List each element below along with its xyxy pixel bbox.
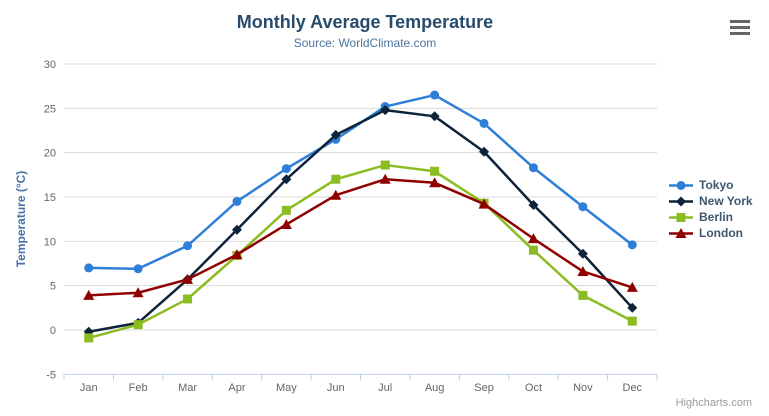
x-axis-label: Sep — [474, 382, 494, 394]
point-tokyo-May[interactable] — [281, 164, 291, 174]
point-new-york-May[interactable] — [281, 174, 292, 185]
point-berlin-Dec[interactable] — [627, 316, 637, 326]
point-berlin-Jul[interactable] — [380, 160, 390, 170]
legend-label: New York — [699, 194, 753, 208]
legend-marker-shape[interactable] — [676, 196, 686, 206]
point-london-Apr[interactable] — [231, 249, 243, 260]
point-new-york-Nov[interactable] — [577, 248, 588, 259]
x-axis-label: Jul — [378, 382, 392, 394]
point-berlin-Nov[interactable] — [578, 290, 588, 300]
hamburger-bar — [730, 32, 750, 35]
x-axis-label: Jun — [327, 382, 345, 394]
x-axis-label: Dec — [623, 382, 643, 394]
legend-marker-shape[interactable] — [676, 180, 686, 190]
point-new-york-Oct[interactable] — [528, 199, 539, 210]
series-tokyo-markers — [84, 90, 637, 274]
chart-title: Monthly Average Temperature — [236, 12, 494, 32]
point-new-york-Apr[interactable] — [231, 224, 242, 235]
point-new-york-Sep[interactable] — [479, 146, 490, 157]
y-axis-title: Temperature (°C) — [14, 171, 28, 268]
y-axis-label: 0 — [50, 325, 56, 337]
point-berlin-Aug[interactable] — [430, 166, 440, 176]
point-london-Mar[interactable] — [182, 273, 194, 284]
y-axis-label: 30 — [44, 59, 56, 71]
legend-marker-diamond-icon — [669, 196, 693, 206]
legend: Tokyo New York Berlin London — [668, 177, 753, 241]
x-axis-label: Aug — [425, 382, 445, 394]
hamburger-bar — [730, 26, 750, 29]
legend-marker-triangle-icon — [669, 227, 693, 238]
y-axis-label: -5 — [46, 369, 56, 381]
point-new-york-Dec[interactable] — [627, 302, 638, 313]
point-tokyo-Sep[interactable] — [479, 118, 489, 128]
point-london-May[interactable] — [280, 218, 292, 229]
point-tokyo-Dec[interactable] — [627, 240, 637, 250]
point-tokyo-Apr[interactable] — [232, 196, 242, 206]
x-axis-label: Nov — [573, 382, 593, 394]
point-tokyo-Oct[interactable] — [528, 163, 538, 173]
point-london-Jun[interactable] — [330, 189, 342, 200]
y-axis-label: 15 — [44, 192, 56, 204]
legend-marker-square-icon — [669, 212, 693, 222]
legend-marker-shape[interactable] — [676, 212, 686, 222]
chart-subtitle: Source: WorldClimate.com — [293, 36, 437, 50]
point-tokyo-Aug[interactable] — [430, 90, 440, 100]
point-london-Feb[interactable] — [132, 287, 144, 298]
point-london-Aug[interactable] — [429, 177, 441, 188]
legend-label: London — [699, 226, 743, 240]
series-tokyo-line[interactable] — [87, 93, 634, 271]
credits-link[interactable]: Highcharts.com — [675, 397, 752, 409]
point-new-york-Jun[interactable] — [330, 129, 341, 140]
grid-lines — [64, 63, 657, 331]
point-new-york-Jul[interactable] — [380, 105, 391, 116]
legend-item-berlin[interactable]: Berlin — [668, 209, 753, 225]
series-new-york-markers — [83, 105, 638, 337]
point-berlin-Oct[interactable] — [528, 245, 538, 255]
legend-item-new-york[interactable]: New York — [668, 193, 753, 209]
legend-label: Tokyo — [699, 178, 734, 192]
y-axis-label: 20 — [44, 148, 56, 160]
point-tokyo-Nov[interactable] — [578, 202, 588, 212]
series-new-york-line[interactable] — [87, 108, 634, 333]
point-london-Jul[interactable] — [379, 173, 391, 184]
y-axis-label: 5 — [50, 281, 56, 293]
series-layer — [83, 90, 638, 343]
point-berlin-Jan[interactable] — [84, 333, 94, 343]
point-london-Jan[interactable] — [83, 289, 95, 300]
point-tokyo-Jan[interactable] — [84, 263, 94, 273]
x-axis-label: Jan — [80, 382, 98, 394]
axes: -5 0 5 10 15 20 25 30 Jan Feb Mar Apr May Jun Jul Aug Se… — [44, 59, 658, 394]
legend-marker-shape[interactable] — [675, 227, 687, 238]
series-london-markers — [83, 173, 638, 300]
point-london-Oct[interactable] — [527, 233, 539, 244]
hamburger-menu-icon[interactable] — [730, 20, 750, 35]
x-axis-label: Mar — [178, 382, 197, 394]
point-london-Dec[interactable] — [626, 281, 638, 292]
legend-label: Berlin — [699, 210, 734, 224]
point-berlin-May[interactable] — [281, 205, 291, 215]
point-tokyo-Feb[interactable] — [133, 264, 143, 274]
x-axis-label: May — [276, 382, 297, 394]
series-berlin-line[interactable] — [87, 163, 634, 340]
legend-marker-circle-icon — [669, 180, 693, 190]
point-berlin-Jun[interactable] — [331, 174, 341, 184]
point-berlin-Feb[interactable] — [133, 320, 143, 330]
point-london-Sep[interactable] — [478, 198, 490, 209]
hamburger-bar — [730, 20, 750, 23]
legend-item-tokyo[interactable]: Tokyo — [668, 177, 753, 193]
x-axis-label: Oct — [525, 382, 542, 394]
point-london-Nov[interactable] — [577, 265, 589, 276]
x-axis-label: Feb — [129, 382, 148, 394]
series-london-line[interactable] — [87, 178, 634, 297]
point-tokyo-Mar[interactable] — [183, 241, 193, 251]
y-axis-label: 10 — [44, 236, 56, 248]
legend-item-london[interactable]: London — [668, 225, 753, 241]
point-berlin-Mar[interactable] — [183, 294, 193, 304]
y-axis-label: 25 — [44, 103, 56, 115]
x-axis-label: Apr — [228, 382, 245, 394]
point-new-york-Aug[interactable] — [429, 111, 440, 122]
